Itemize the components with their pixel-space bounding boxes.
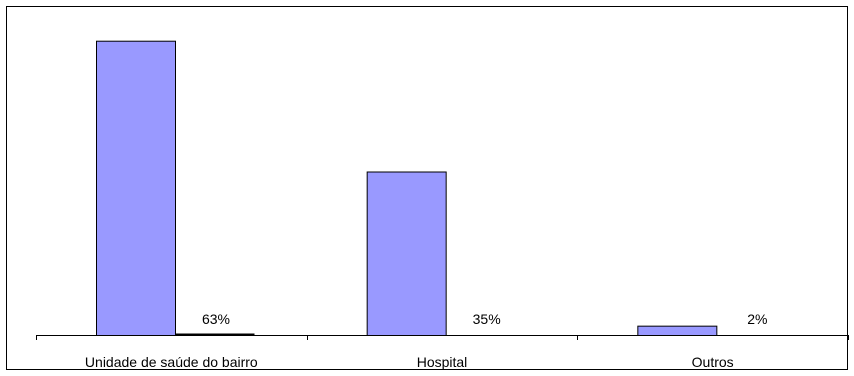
data-labels-layer: 63% 35% 2% bbox=[202, 311, 767, 327]
x-ticks-layer bbox=[36, 335, 849, 340]
bars-layer bbox=[96, 40, 718, 336]
bar-2 bbox=[366, 171, 447, 336]
x-tick-label-3: Outros bbox=[692, 354, 734, 370]
x-tick-label-2: Hospital bbox=[417, 354, 468, 370]
x-tick-labels-layer: Unidade de saúde do bairro Hospital Outros bbox=[85, 354, 734, 370]
data-label-3: 2% bbox=[747, 311, 767, 327]
bar-baseline-stub bbox=[175, 333, 255, 335]
data-label-1: 63% bbox=[202, 311, 230, 327]
x-tick-label-1: Unidade de saúde do bairro bbox=[85, 354, 258, 370]
bar-3 bbox=[637, 325, 718, 336]
data-label-2: 35% bbox=[473, 311, 501, 327]
bar-1 bbox=[96, 40, 176, 336]
